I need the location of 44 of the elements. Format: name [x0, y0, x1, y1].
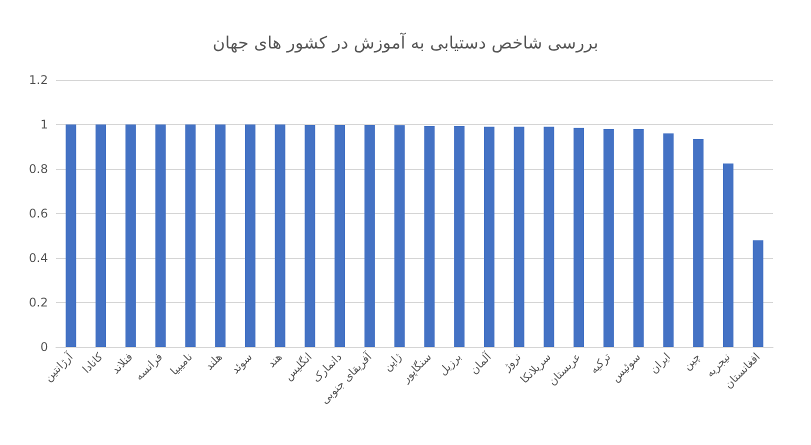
x-tick-label: ایران [647, 350, 674, 376]
y-tick-label: 0.4 [28, 251, 48, 265]
bar [125, 124, 136, 347]
y-tick-label: 0.6 [28, 206, 48, 220]
bar [364, 124, 375, 347]
bar [752, 240, 764, 347]
bar [722, 163, 734, 347]
chart-title: بررسی شاخص دستیابی به آموزش در کشور های جهان [212, 32, 598, 54]
bar [155, 124, 166, 347]
bar [574, 128, 584, 347]
bar [394, 125, 405, 347]
bar [603, 128, 614, 347]
x-tick-label: چین [680, 350, 703, 373]
bar [514, 126, 524, 347]
x-tick-label: ژاپن [380, 350, 404, 374]
x-tick-label: نامیبیا [168, 350, 196, 378]
x-tick-label: سوئد [228, 350, 255, 376]
bar [424, 126, 435, 347]
x-tick-label: نروژ [500, 350, 524, 374]
bar [66, 124, 76, 347]
bar [454, 126, 465, 347]
x-tick-label: فرانسه [132, 350, 166, 384]
y-tick-label: 0.8 [28, 162, 48, 176]
x-tick-label: کانادا [80, 350, 106, 376]
bar [274, 124, 286, 347]
bar [304, 124, 316, 347]
x-tick-label: برزیل [436, 350, 464, 378]
x-tick-label: آلمان [466, 349, 494, 377]
bar [484, 126, 494, 347]
bar [334, 124, 346, 347]
bar [633, 128, 644, 347]
bar [544, 126, 554, 347]
x-tick-label: هلند [202, 350, 226, 373]
y-tick-label: 1.2 [28, 73, 48, 87]
bar [215, 124, 226, 347]
bar [244, 124, 256, 347]
bar [693, 138, 704, 347]
x-tick-label: فنلاند [109, 350, 136, 377]
bar [663, 133, 674, 347]
y-tick-label: 0.2 [28, 296, 48, 310]
y-tick-label: 0 [40, 340, 48, 354]
y-tick-label: 1 [40, 118, 48, 132]
bar [185, 124, 196, 347]
bar [96, 124, 106, 347]
